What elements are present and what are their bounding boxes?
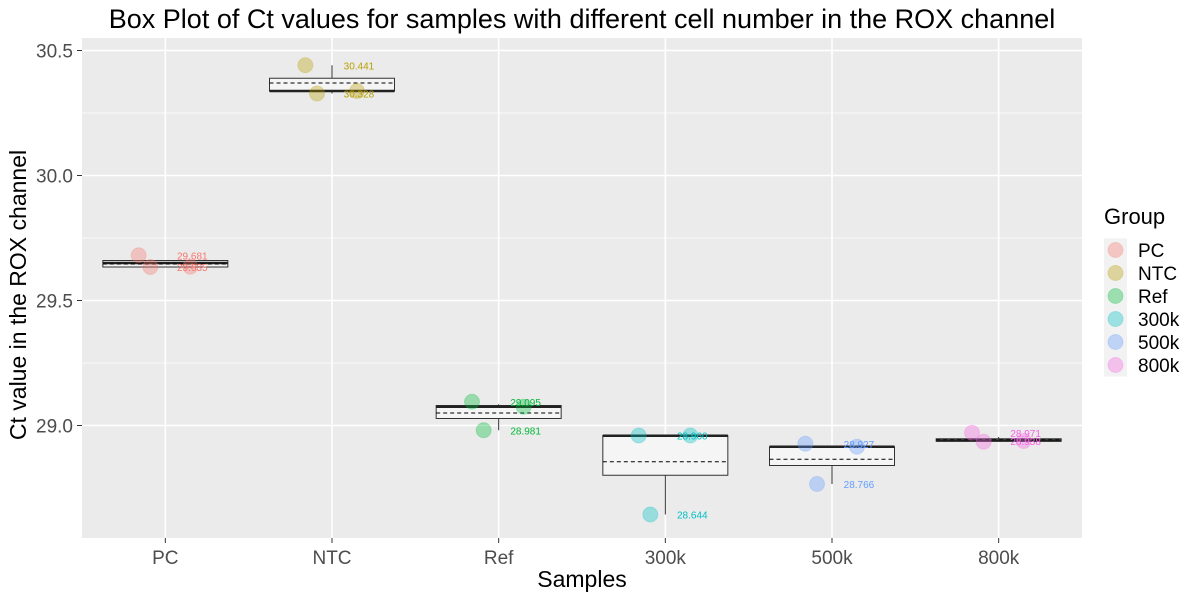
- boxes: [102, 65, 1062, 515]
- data-label-500k: 28.766: [844, 480, 875, 491]
- y-tick-label: 29.5: [36, 292, 73, 313]
- legend-swatch-800k: [1107, 357, 1124, 373]
- data-point-800k: [964, 424, 980, 441]
- data-point-300k: [630, 427, 647, 444]
- data-point-PC: [182, 258, 199, 275]
- data-point-500k: [849, 438, 865, 455]
- data-label-NTC: 30.441: [344, 61, 375, 72]
- chart-title: Box Plot of Ct values for samples with d…: [109, 4, 1055, 34]
- legend-label-Ref: Ref: [1138, 287, 1168, 308]
- legend-key: [1104, 307, 1127, 331]
- data-point-NTC: [309, 85, 325, 102]
- data-point-800k: [1015, 433, 1032, 449]
- data-label-500k: 28.927: [844, 440, 875, 451]
- box-Ref: [435, 404, 562, 431]
- data-label-Ref: 29.095: [510, 398, 541, 409]
- data-point-Ref: [475, 422, 492, 439]
- data-label-Ref: 28.981: [510, 426, 541, 437]
- box-body: [769, 446, 895, 466]
- axes: 29.0 29.5 30.0 30.5 PC NTC Ref 300k 500k 800k: [36, 42, 1020, 570]
- data-label-PC: 29.681: [177, 251, 208, 262]
- box-PC: [102, 260, 229, 268]
- legend-title: Group: [1104, 204, 1165, 229]
- data-point-800k: [975, 433, 992, 450]
- x-tick-label: PC: [152, 548, 178, 569]
- legend-key: [1104, 238, 1127, 262]
- legend-key: [1104, 284, 1127, 308]
- data-point-Ref: [464, 393, 480, 410]
- data-point-500k: [809, 476, 825, 492]
- y-tick-label: 30.0: [36, 167, 73, 188]
- x-tick-label: 500k: [811, 548, 853, 569]
- box-800k: [935, 437, 1062, 442]
- data-label-300k: 28.960: [677, 432, 708, 443]
- data-label-800k: 28.938: [1010, 437, 1041, 448]
- data-point-300k: [682, 427, 699, 444]
- box-500k: [769, 445, 895, 484]
- data-point-300k: [642, 506, 659, 523]
- legend-swatch-Ref: [1107, 288, 1124, 304]
- data-label-PC: 29.635: [177, 263, 208, 274]
- data-point-500k: [797, 435, 814, 452]
- legend-key: [1104, 330, 1127, 354]
- data-label-800k: 28.971: [1010, 429, 1041, 440]
- box-body: [435, 405, 562, 419]
- box-body: [269, 77, 395, 92]
- legend-swatch-PC: [1107, 242, 1124, 258]
- data-label-300k: 28.644: [677, 511, 708, 522]
- x-axis-title: Samples: [537, 566, 626, 592]
- legend-label-NTC: NTC: [1138, 264, 1177, 285]
- legend-label-PC: PC: [1138, 241, 1164, 262]
- legend-key: [1104, 353, 1127, 377]
- x-tick-label: Ref: [484, 548, 514, 569]
- data-label-NTC: 30.328: [344, 90, 375, 101]
- x-tick-label: NTC: [312, 548, 351, 569]
- legend-swatch-300k: [1107, 311, 1124, 327]
- data-point-PC: [142, 259, 159, 275]
- x-tick-label: 300k: [645, 548, 687, 569]
- legend-label-300k: 300k: [1138, 310, 1180, 331]
- y-tick-label: 30.5: [36, 42, 73, 63]
- legend-swatch-500k: [1107, 334, 1124, 350]
- legend-label-800k: 800k: [1138, 356, 1180, 377]
- y-tick-label: 29.0: [36, 417, 73, 438]
- plot-panel: [82, 38, 1082, 538]
- legend-swatch-NTC: [1107, 265, 1124, 281]
- data-points: [130, 57, 1032, 523]
- box-body: [602, 435, 729, 476]
- data-point-PC: [130, 247, 147, 264]
- legend-key: [1104, 261, 1127, 285]
- box-300k: [602, 434, 729, 515]
- x-tick-label: 800k: [978, 548, 1020, 569]
- data-point-Ref: [515, 398, 532, 415]
- data-point-NTC: [297, 57, 314, 74]
- data-point-NTC: [349, 83, 365, 99]
- legend-label-500k: 500k: [1138, 333, 1180, 354]
- box-NTC: [269, 65, 395, 94]
- y-axis-title: Ct value in the ROX channel: [5, 150, 31, 440]
